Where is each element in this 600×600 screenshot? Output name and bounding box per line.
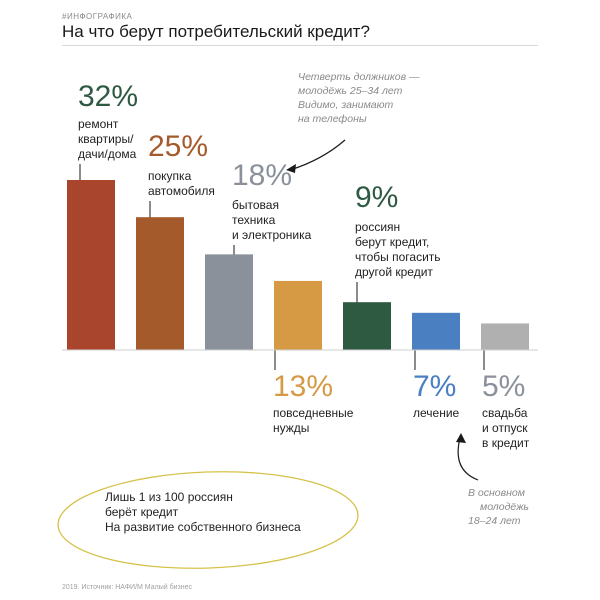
bar-6: [412, 312, 460, 350]
category-label-line: берут кредит,: [355, 235, 430, 249]
value-label: 32%: [78, 80, 139, 113]
category-label-line: повседневные: [273, 406, 354, 420]
value-label: 13%: [273, 370, 334, 403]
callout-line: На развитие собственного бизнеса: [105, 520, 301, 534]
category-label-line: и электроника: [232, 228, 312, 242]
section-tag: #ИНФОГРАФИКА: [62, 12, 133, 21]
value-label: 25%: [148, 130, 209, 163]
page-title: На что берут потребительский кредит?: [62, 22, 370, 41]
bar-1: [67, 180, 115, 350]
callout-text: Лишь 1 из 100 россиян берёт кредит На ра…: [105, 490, 301, 535]
bars: [67, 180, 529, 350]
category-label: повседневные нужды: [273, 406, 353, 436]
category-label-line: свадьба: [482, 406, 528, 420]
arrow-young: [456, 433, 479, 481]
category-label-line: квартиры/: [78, 132, 134, 146]
source-footer: 2019. Источник: НАФИ/М Малый бизнес: [62, 584, 192, 591]
category-label-line: бытовая: [232, 198, 279, 212]
bar-7: [481, 323, 529, 350]
category-label: свадьба и отпуск в кредит: [482, 406, 529, 451]
category-label: бытовая техника и электроника: [232, 198, 311, 243]
category-label-line: техника: [232, 213, 276, 227]
category-label-line: дачи/дома: [78, 147, 137, 161]
callout-ellipse: [57, 471, 359, 569]
category-label-line: лечение: [413, 406, 460, 420]
category-label-line: нужды: [273, 421, 310, 435]
category-label-line: и отпуск: [482, 421, 528, 435]
category-label: россиян берут кредит, чтобы погасить другой…: [355, 220, 441, 280]
category-label-line: ремонт: [78, 117, 119, 131]
value-label: 9%: [355, 181, 399, 214]
bar-4: [274, 280, 322, 350]
note-line: молодёжь 25–34 лет: [298, 85, 403, 97]
category-label: ремонт квартиры/дачи/дома: [78, 117, 136, 162]
value-label: 18%: [232, 159, 293, 192]
value-label: 5%: [482, 370, 526, 403]
callout-line: берёт кредит: [105, 505, 179, 519]
category-label: покупка автомобиля: [148, 169, 215, 199]
note-line: В основном: [468, 487, 525, 499]
note-line: на телефоны: [298, 113, 367, 125]
category-label-line: покупка: [148, 169, 192, 183]
note-line: Видимо, занимают: [298, 99, 394, 111]
arrow-quarter: [286, 139, 346, 173]
category-label-line: чтобы погасить: [355, 250, 441, 264]
category-label-line: автомобиля: [148, 184, 215, 198]
category-label-line: другой кредит: [355, 265, 433, 279]
note-line: Четверть должников —: [298, 71, 420, 83]
callout-line: Лишь 1 из 100 россиян: [105, 490, 233, 504]
note-line: 18–24 лет: [468, 515, 521, 527]
title-divider: [62, 45, 538, 46]
category-label-line: в кредит: [482, 436, 530, 450]
note-quarter: Четверть должников — молодёжь 25–34 лет …: [298, 70, 420, 126]
bar-5: [343, 302, 391, 350]
note-line: молодёжь: [480, 501, 529, 513]
bar-3: [205, 254, 253, 350]
category-label-line: россиян: [355, 220, 401, 234]
bar-2: [136, 217, 184, 350]
note-young: В основном молодёжь 18–24 лет: [468, 486, 529, 528]
value-label: 7%: [413, 370, 457, 403]
category-label: лечение: [413, 406, 459, 421]
